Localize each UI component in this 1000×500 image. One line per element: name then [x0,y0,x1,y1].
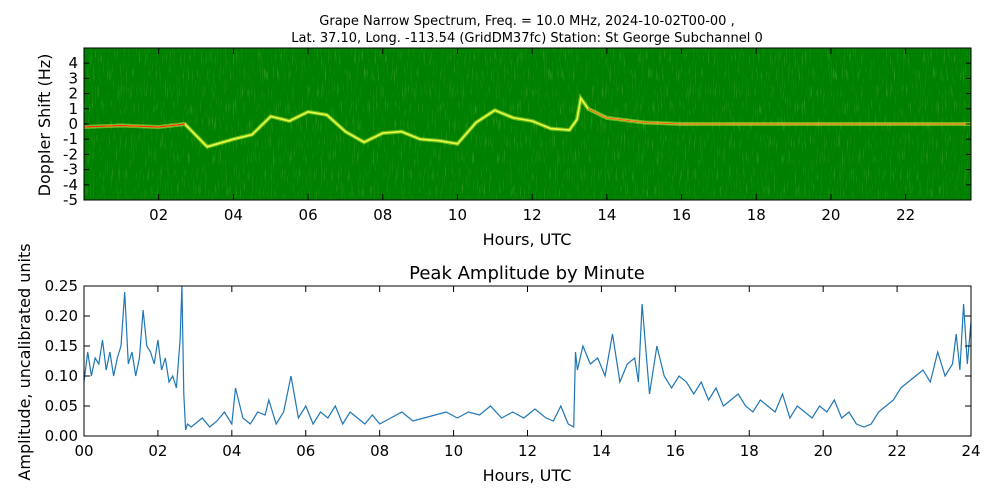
amplitude-x-tick-label: 18 [740,442,759,460]
amplitude-y-axis-label: Amplitude, uncalibrated units [15,243,34,480]
spectrogram-x-tick-label: 02 [149,206,168,224]
amplitude-x-tick-label: 24 [961,442,980,460]
spectrogram-x-tick-label: 06 [299,206,318,224]
spectrogram-y-tick-label: -5 [63,191,78,209]
amplitude-x-tick-label: 04 [222,442,241,460]
spectrogram-y-tick-label: -2 [63,145,78,163]
spectrogram-y-tick-label: 2 [68,85,78,103]
spectrogram-y-tick-label: -4 [63,176,78,194]
amplitude-x-tick-label: 00 [74,442,93,460]
amplitude-x-tick-label: 16 [666,442,685,460]
amplitude-x-tick-label: 08 [370,442,389,460]
amplitude-x-tick-label: 22 [888,442,907,460]
spectrogram-panel: Grape Narrow Spectrum, Freq. = 10.0 MHz,… [35,14,972,249]
amplitude-x-tick-label: 10 [444,442,463,460]
spectrogram-y-tick-label: -3 [63,161,78,179]
spectrogram-marks [84,93,971,150]
spectrogram-y-tick-label: 4 [68,54,78,72]
spectrogram-title-line-1: Grape Narrow Spectrum, Freq. = 10.0 MHz,… [319,14,734,29]
amplitude-x-ticks: 00 02 04 06 08 10 12 14 16 18 20 22 24 [74,286,981,460]
doppler-peak-core-early [84,123,185,128]
spectrogram-x-tick-label: 14 [597,206,616,224]
amplitude-y-tick-label: 0.00 [45,427,78,445]
amplitude-y-tick-label: 0.20 [45,307,78,325]
amplitude-y-ticks: 0.00 0.05 0.10 0.15 0.20 0.25 [45,277,971,445]
amplitude-panel: Peak Amplitude by Minute 00 02 04 06 08 10 12 1… [15,243,981,485]
spectrogram-title-line-2: Lat. 37.10, Long. -113.54 (GridDM37fc) S… [291,31,762,46]
spectrogram-x-tick-label: 20 [821,206,840,224]
spectrogram-x-tick-label: 10 [448,206,467,224]
amplitude-plot-area [84,286,971,436]
spectrogram-y-tick-label: 1 [68,100,78,118]
amplitude-x-tick-label: 20 [814,442,833,460]
spectrogram-x-tick-label: 08 [373,206,392,224]
amplitude-x-tick-label: 06 [296,442,315,460]
spectrogram-y-tick-label: 3 [68,69,78,87]
spectrogram-x-tick-label: 04 [224,206,243,224]
amplitude-series-line [84,286,971,431]
doppler-peak-core-late [587,108,971,125]
spectrogram-y-axis-label: Doppler Shift (Hz) [35,54,54,197]
spectrogram-y-tick-label: -1 [63,130,78,148]
spectrogram-x-axis-label: Hours, UTC [483,230,572,249]
amplitude-x-tick-label: 14 [592,442,611,460]
amplitude-x-tick-label: 02 [148,442,167,460]
spectrogram-y-tick-label: 0 [68,115,78,133]
amplitude-y-tick-label: 0.10 [45,367,78,385]
amplitude-y-tick-label: 0.15 [45,337,78,355]
amplitude-y-tick-label: 0.05 [45,397,78,415]
amplitude-y-tick-label: 0.25 [45,277,78,295]
spectrogram-x-tick-label: 18 [747,206,766,224]
spectrogram-x-tick-label: 16 [672,206,691,224]
amplitude-x-axis-label: Hours, UTC [483,466,572,485]
spectrogram-x-tick-label: 12 [523,206,542,224]
spectrogram-x-tick-label: 22 [896,206,915,224]
spectrogram-x-ticks: 02 04 06 08 10 12 14 16 18 20 22 [149,48,915,224]
amplitude-title: Peak Amplitude by Minute [409,263,645,284]
amplitude-x-tick-label: 12 [518,442,537,460]
